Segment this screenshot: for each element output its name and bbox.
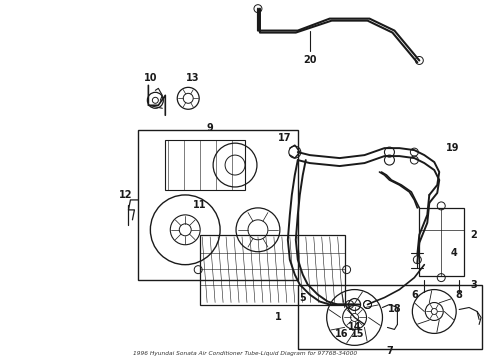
Text: 1996 Hyundai Sonata Air Conditioner Tube-Liquid Diagram for 97768-34000: 1996 Hyundai Sonata Air Conditioner Tube… (133, 351, 357, 356)
Text: 3: 3 (471, 280, 477, 289)
Text: 17: 17 (278, 133, 292, 143)
Text: 13: 13 (185, 73, 199, 84)
Bar (138, 130, 298, 280)
Text: 20: 20 (303, 55, 317, 66)
Text: 18: 18 (388, 305, 401, 315)
Bar (298, 285, 482, 349)
Text: 1: 1 (274, 312, 281, 323)
Text: 7: 7 (386, 346, 393, 356)
Text: 19: 19 (445, 143, 459, 153)
Text: 10: 10 (144, 73, 157, 84)
Text: 12: 12 (119, 190, 132, 200)
Text: 14: 14 (348, 323, 361, 332)
Text: 16: 16 (335, 329, 348, 339)
Bar (165, 140, 245, 190)
Bar (419, 208, 464, 276)
Text: 9: 9 (207, 123, 214, 133)
Text: 6: 6 (411, 289, 417, 300)
Bar (200, 235, 344, 305)
Text: 5: 5 (299, 293, 306, 302)
Text: 2: 2 (471, 230, 477, 240)
Text: 15: 15 (351, 329, 364, 339)
Text: 4: 4 (451, 248, 458, 258)
Text: 11: 11 (194, 200, 207, 210)
Text: 8: 8 (456, 289, 463, 300)
